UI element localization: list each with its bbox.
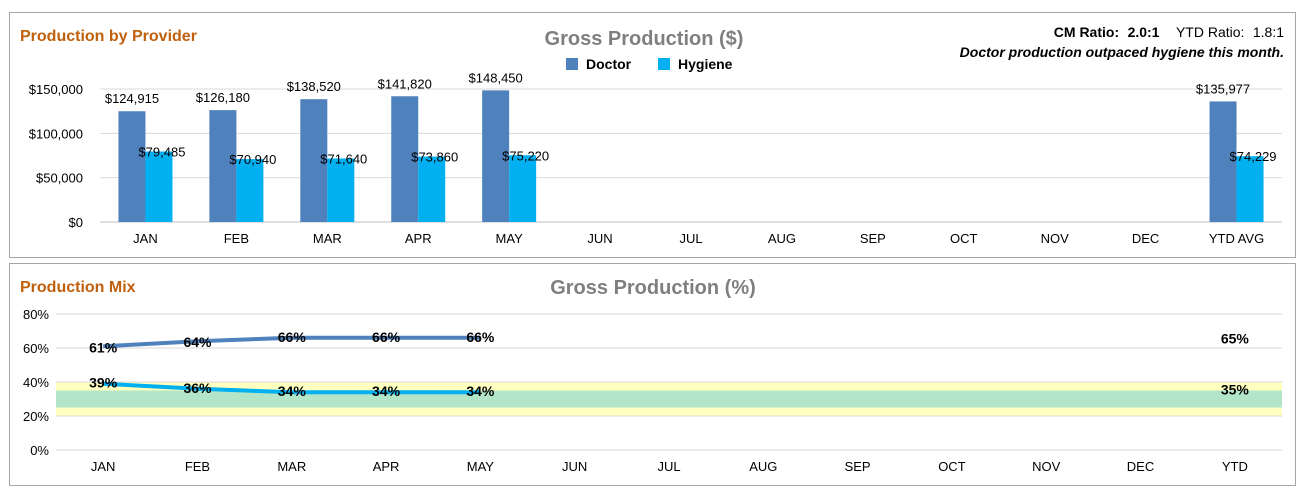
legend-doctor-swatch xyxy=(566,58,578,70)
legend-doctor-label: Doctor xyxy=(586,56,632,72)
y-tick-label: $100,000 xyxy=(29,126,83,141)
y-tick-label: 80% xyxy=(23,307,49,322)
legend-hygiene-swatch xyxy=(658,58,670,70)
hygiene-share-label: 34% xyxy=(372,383,401,399)
doctor-share-label: 65% xyxy=(1221,331,1250,347)
doctor-share-line xyxy=(103,335,481,349)
hygiene-bar xyxy=(145,151,173,222)
y-tick-label: $0 xyxy=(69,215,83,230)
x-tick-label: YTD AVG xyxy=(1209,231,1264,246)
hygiene-share-label: 34% xyxy=(466,383,495,399)
hygiene-bar xyxy=(509,155,537,222)
hygiene-bar xyxy=(1236,156,1264,222)
hygiene-value-label: $79,485 xyxy=(138,145,185,160)
ytd-ratio-label: YTD Ratio: xyxy=(1176,24,1244,40)
doctor-value-label: $141,820 xyxy=(378,76,432,91)
production-by-provider-panel: Production by Provider Gross Production … xyxy=(9,12,1296,258)
panel-title: Production by Provider xyxy=(20,28,197,45)
legend-hygiene-label: Hygiene xyxy=(678,56,733,72)
doctor-value-label: $126,180 xyxy=(196,90,250,105)
doctor-bar xyxy=(209,110,237,222)
x-tick-label: APR xyxy=(373,459,400,474)
doctor-share-label: 66% xyxy=(372,329,401,345)
hygiene-bar xyxy=(236,159,264,222)
y-tick-label: 40% xyxy=(23,375,49,390)
gross-production-percent-chart: Production Mix Gross Production (%) 0% 20… xyxy=(20,277,1282,474)
x-tick-label: JUN xyxy=(562,459,587,474)
doctor-value-label: $135,977 xyxy=(1196,81,1250,96)
doctor-share-label: 61% xyxy=(89,339,118,355)
x-tick-label: JUL xyxy=(679,231,702,246)
hygiene-bar xyxy=(418,156,446,222)
hygiene-value-label: $73,860 xyxy=(411,150,458,165)
hygiene-share-label: 36% xyxy=(183,380,212,396)
doctor-share-label: 66% xyxy=(466,329,495,345)
svg-text:CM Ratio: 2.0:1: CM Ratio: 2.0:1 YTD Ratio: 1.8:1 xyxy=(1054,24,1284,41)
y-tick-label: $150,000 xyxy=(29,82,83,97)
insight-note: Doctor production outpaced hygiene this … xyxy=(960,44,1284,60)
doctor-value-label: $138,520 xyxy=(287,79,341,94)
doctor-bar xyxy=(300,99,328,222)
x-tick-label: AUG xyxy=(768,231,796,246)
legend: Doctor Hygiene xyxy=(566,56,733,72)
production-mix-panel: Production Mix Gross Production (%) 0% 20… xyxy=(9,263,1296,486)
x-tick-label: NOV xyxy=(1032,459,1061,474)
x-tick-label: DEC xyxy=(1127,459,1154,474)
hygiene-value-label: $71,640 xyxy=(320,151,367,166)
doctor-value-label: $148,450 xyxy=(469,70,523,85)
x-tick-label: NOV xyxy=(1041,231,1070,246)
x-tick-label: MAY xyxy=(467,459,495,474)
x-tick-label: MAY xyxy=(496,231,524,246)
x-tick-label: YTD xyxy=(1222,459,1248,474)
hygiene-share-label: 35% xyxy=(1221,382,1250,398)
chart-title: Gross Production ($) xyxy=(545,28,744,50)
x-tick-label: FEB xyxy=(185,459,210,474)
hygiene-share-label: 39% xyxy=(89,375,118,391)
hygiene-share-label: 34% xyxy=(278,383,307,399)
x-tick-label: OCT xyxy=(938,459,966,474)
doctor-share-label: 64% xyxy=(183,334,212,350)
doctor-bar xyxy=(482,90,510,223)
x-tick-label: AUG xyxy=(749,459,777,474)
hygiene-share-line xyxy=(103,381,481,395)
hygiene-bar xyxy=(327,158,355,222)
y-tick-label: 0% xyxy=(30,443,49,458)
x-tick-label: SEP xyxy=(860,231,886,246)
x-tick-label: OCT xyxy=(950,231,978,246)
x-tick-label: JUN xyxy=(587,231,612,246)
y-tick-label: $50,000 xyxy=(36,171,83,186)
target-band-inner xyxy=(56,390,1282,408)
y-tick-label: 60% xyxy=(23,341,49,356)
ratio-summary: CM Ratio: 2.0:1 YTD Ratio: 1.8:1 Doctor … xyxy=(960,24,1285,60)
doctor-bar xyxy=(118,111,146,222)
hygiene-value-label: $75,220 xyxy=(502,148,549,163)
ytd-ratio-value: 1.8:1 xyxy=(1253,24,1284,40)
gross-production-dollar-chart: Production by Provider Gross Production … xyxy=(20,24,1285,246)
x-tick-label: MAR xyxy=(313,231,342,246)
y-tick-label: 20% xyxy=(23,409,49,424)
chart-title: Gross Production (%) xyxy=(550,277,756,299)
doctor-bar xyxy=(391,96,419,222)
hygiene-value-label: $74,229 xyxy=(1230,149,1277,164)
x-tick-label: JAN xyxy=(133,231,158,246)
x-tick-label: DEC xyxy=(1132,231,1159,246)
x-tick-label: APR xyxy=(405,231,432,246)
x-tick-label: JUL xyxy=(657,459,680,474)
doctor-bar xyxy=(1209,101,1237,222)
x-tick-label: FEB xyxy=(224,231,249,246)
doctor-value-label: $124,915 xyxy=(105,91,159,106)
panel-title: Production Mix xyxy=(20,279,136,296)
doctor-share-label: 66% xyxy=(278,329,307,345)
hygiene-value-label: $70,940 xyxy=(229,152,276,167)
cm-ratio-label: CM Ratio: xyxy=(1054,24,1119,40)
x-tick-label: JAN xyxy=(91,459,116,474)
x-tick-label: MAR xyxy=(277,459,306,474)
cm-ratio-value: 2.0:1 xyxy=(1128,24,1160,40)
x-tick-label: SEP xyxy=(845,459,871,474)
